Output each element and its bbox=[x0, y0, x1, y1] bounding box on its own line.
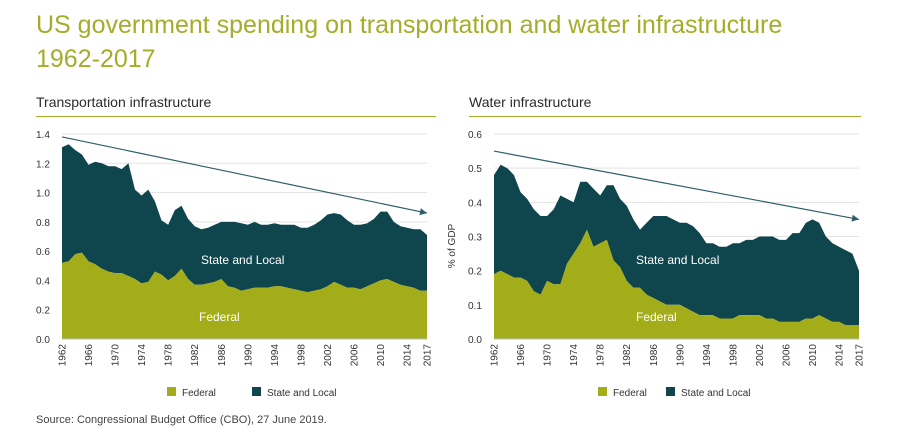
water-x-tick-label: 1982 bbox=[622, 344, 633, 367]
page-title-line-1: US government spending on transportation… bbox=[36, 11, 783, 39]
transport-label-federal: Federal bbox=[199, 310, 240, 324]
water-x-tick-label: 2014 bbox=[835, 344, 846, 367]
transport-legend-label-state-local: State and Local bbox=[267, 388, 337, 399]
water-x-tick-label: 2006 bbox=[782, 344, 793, 367]
transport-y-tick-label: 0.2 bbox=[36, 306, 50, 317]
water-y-tick-label: 0.4 bbox=[468, 198, 482, 209]
transport-x-tick-label: 2002 bbox=[323, 344, 334, 367]
water-x-tick-label: 1990 bbox=[675, 344, 686, 367]
water-x-tick-label: 2010 bbox=[808, 344, 819, 367]
water-x-tick-label: 2002 bbox=[755, 344, 766, 367]
transport-x-tick-label: 2010 bbox=[376, 344, 387, 367]
transport-series-state-local-area bbox=[62, 144, 427, 293]
transport-x-tick-label: 1990 bbox=[243, 344, 254, 367]
transport-x-tick-label: 1978 bbox=[164, 344, 175, 367]
water-x-tick-label: 1998 bbox=[728, 344, 739, 367]
water-chart: 0.0 0.1 0.2 0.3 0.4 0.5 0.6 1962 1966 1970 1974 197… bbox=[447, 130, 866, 399]
water-trend-arrowhead bbox=[851, 214, 859, 222]
water-title-rule bbox=[469, 116, 861, 117]
transport-chart-title: Transportation infrastructure bbox=[36, 94, 212, 110]
water-y-tick-label: 0.3 bbox=[468, 233, 482, 244]
transport-x-tick-label: 1982 bbox=[190, 344, 201, 367]
water-legend-swatch-state-local bbox=[666, 387, 675, 396]
water-x-tick-label: 1986 bbox=[649, 344, 660, 367]
water-chart-title: Water infrastructure bbox=[469, 94, 592, 110]
transport-trend-arrowhead bbox=[419, 208, 427, 216]
transport-x-tick-label: 1970 bbox=[111, 344, 122, 367]
water-legend-label-state-local: State and Local bbox=[681, 388, 751, 399]
transport-y-tick-label: 0.0 bbox=[36, 335, 50, 346]
water-series-federal-area bbox=[494, 229, 859, 339]
transport-y-tick-label: 0.6 bbox=[36, 247, 50, 258]
water-y-axis-title: % of GDP bbox=[447, 223, 458, 268]
water-y-tick-label: 0.1 bbox=[468, 301, 482, 312]
transport-x-tick-label: 1974 bbox=[137, 344, 148, 367]
transport-x-tick-label: 1998 bbox=[296, 344, 307, 367]
water-trend-line bbox=[493, 150, 860, 221]
transport-x-tick-label: 1966 bbox=[84, 344, 95, 367]
transport-label-state-local: State and Local bbox=[201, 253, 284, 267]
transport-x-tick-label: 2006 bbox=[350, 344, 361, 367]
transport-chart: 0.0 0.2 0.4 0.6 0.8 1.0 1.2 1.4 1962 1966 1970 1974… bbox=[36, 130, 434, 399]
transport-series-federal-area bbox=[62, 252, 427, 339]
water-x-tick-label: 1994 bbox=[702, 344, 713, 367]
transport-x-tick-label: 1962 bbox=[58, 344, 69, 367]
water-label-state-local: State and Local bbox=[636, 253, 719, 267]
transport-x-tick-label: 1986 bbox=[217, 344, 228, 367]
water-legend-label-federal: Federal bbox=[613, 388, 647, 399]
transport-x-tick-label: 2014 bbox=[403, 344, 414, 367]
transport-y-tick-label: 0.8 bbox=[36, 218, 50, 229]
water-y-tick-label: 0.6 bbox=[468, 130, 482, 141]
water-x-tick-label: 1970 bbox=[543, 344, 554, 367]
page-title-line-2: 1962-2017 bbox=[36, 45, 156, 73]
transport-x-tick-label: 2017 bbox=[423, 344, 434, 367]
transport-y-tick-label: 0.4 bbox=[36, 276, 50, 287]
transport-legend-swatch-federal bbox=[167, 387, 176, 396]
source-note: Source: Congressional Budget Office (CBO… bbox=[36, 414, 327, 426]
transport-y-tick-label: 1.2 bbox=[36, 159, 50, 170]
page-title: US government spending on transportation… bbox=[36, 8, 876, 76]
water-y-tick-label: 0.0 bbox=[468, 335, 482, 346]
water-x-tick-label: 1962 bbox=[490, 344, 501, 367]
transport-y-tick-label: 1.4 bbox=[36, 130, 50, 141]
transport-legend-label-federal: Federal bbox=[182, 388, 216, 399]
transport-trend-line bbox=[61, 136, 428, 214]
transport-y-tick-label: 1.0 bbox=[36, 189, 50, 200]
water-x-tick-label: 1966 bbox=[516, 344, 527, 367]
water-label-federal: Federal bbox=[636, 310, 677, 324]
water-y-tick-label: 0.5 bbox=[468, 164, 482, 175]
transport-x-tick-label: 1994 bbox=[270, 344, 281, 367]
water-x-tick-label: 2017 bbox=[855, 344, 866, 367]
water-x-tick-label: 1974 bbox=[569, 344, 580, 367]
water-series-state-local-area bbox=[494, 164, 859, 326]
transport-title-rule bbox=[36, 116, 436, 117]
water-x-tick-label: 1978 bbox=[596, 344, 607, 367]
transport-legend-swatch-state-local bbox=[252, 387, 261, 396]
water-y-tick-label: 0.2 bbox=[468, 267, 482, 278]
water-legend-swatch-federal bbox=[598, 387, 607, 396]
